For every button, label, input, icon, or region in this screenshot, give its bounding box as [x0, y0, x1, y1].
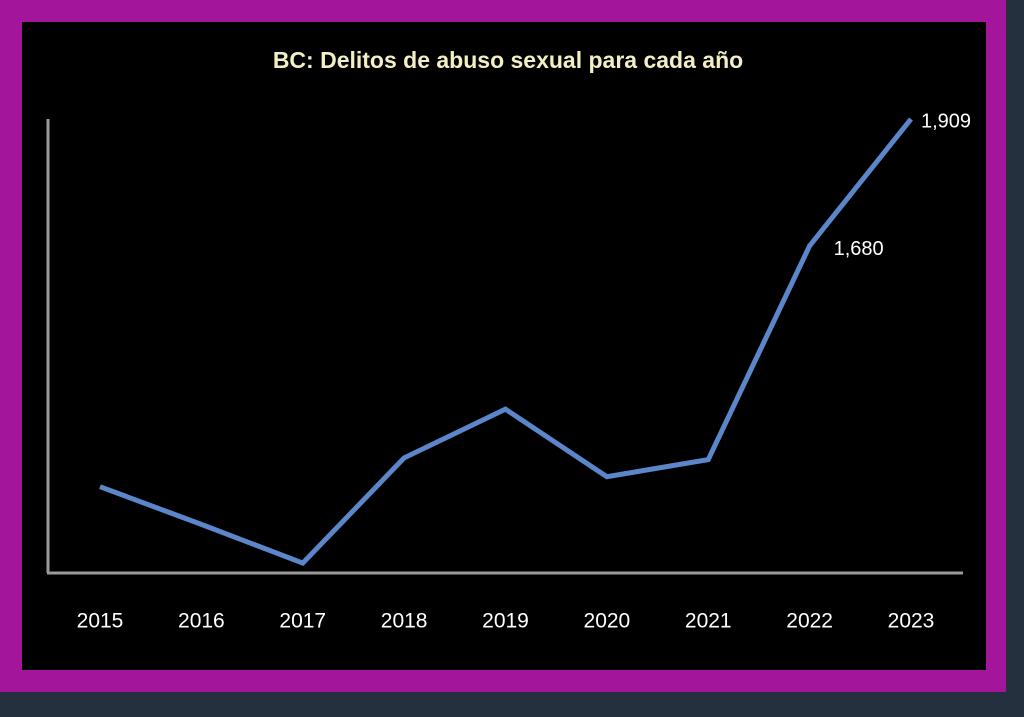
x-tick-label: 2023 — [888, 610, 935, 633]
data-line — [99, 117, 913, 567]
value-label: 1,909 — [921, 110, 971, 132]
plot-panel — [22, 22, 986, 670]
x-tick-label: 2018 — [381, 610, 428, 633]
x-tick-label: 2019 — [482, 610, 529, 633]
value-label: 1,680 — [834, 238, 884, 260]
x-tick-label: 2017 — [279, 610, 326, 633]
x-tick-label: 2015 — [77, 610, 124, 633]
chart-title: BC: Delitos de abuso sexual para cada añ… — [273, 47, 743, 73]
x-tick-label: 2020 — [584, 610, 631, 633]
x-tick-label: 2022 — [786, 610, 833, 633]
x-tick-label: 2021 — [685, 610, 732, 633]
x-tick-label: 2016 — [178, 610, 225, 633]
